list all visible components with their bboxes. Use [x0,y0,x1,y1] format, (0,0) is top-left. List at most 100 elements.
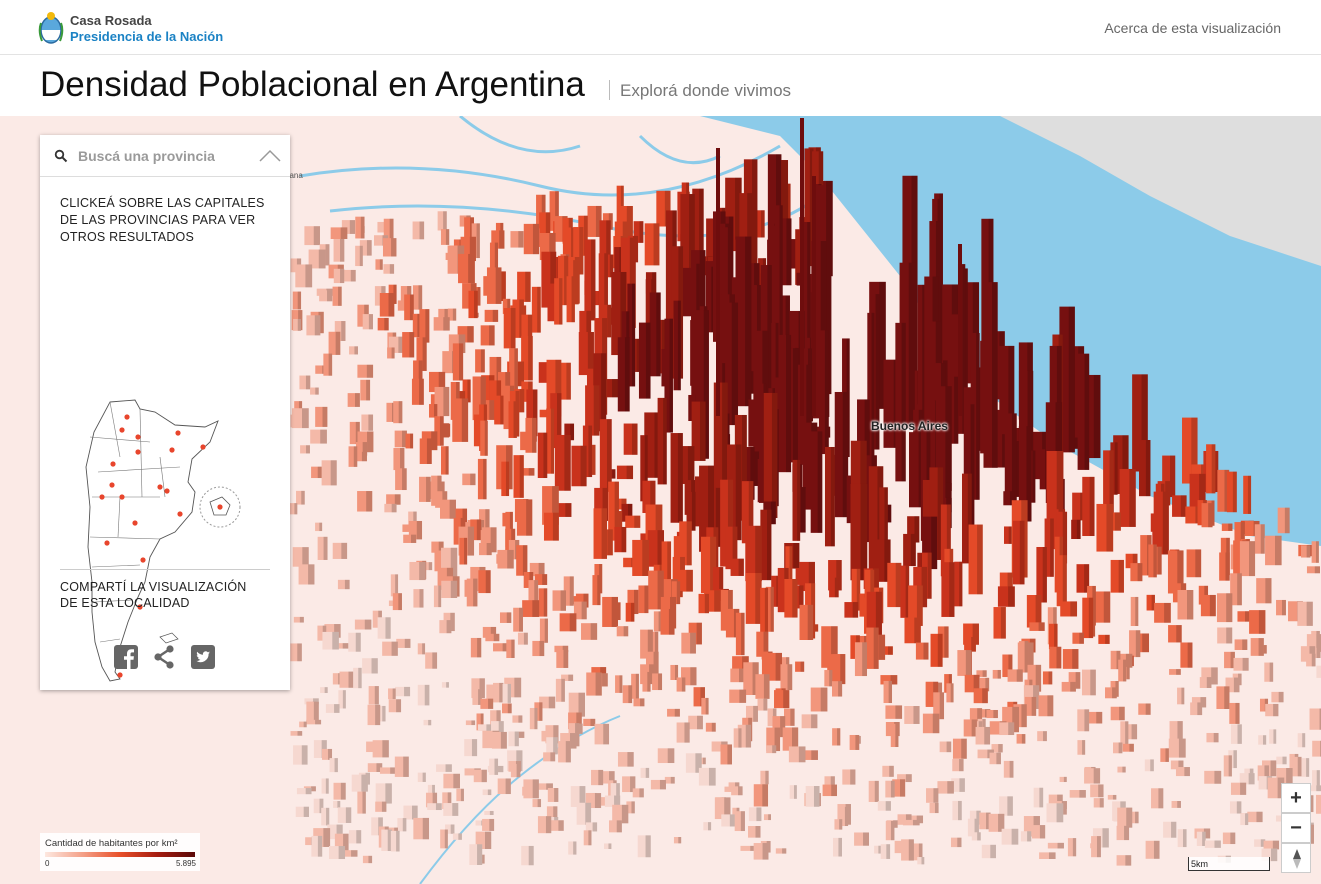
density-bar-shade [1171,821,1177,838]
province-capital-dot[interactable] [119,427,125,433]
density-bar-shade [467,326,474,343]
density-map[interactable] [0,116,1321,884]
density-bar-shade [606,220,611,269]
density-bar [304,226,320,246]
density-bar-shade [1090,669,1096,696]
density-bar-shade [1164,602,1171,623]
density-bar-shade [873,627,879,669]
density-bar-shade [935,221,941,407]
density-bar [900,565,910,618]
facebook-icon[interactable] [114,645,138,669]
density-bar-shade [447,792,452,810]
share-icon[interactable] [152,645,176,669]
argentina-minimap[interactable] [80,397,290,687]
density-bar [951,778,965,792]
province-capital-dot[interactable] [175,430,181,436]
density-bar [462,379,471,403]
province-search-input[interactable] [78,145,248,167]
province-capital-dot[interactable] [124,414,130,420]
density-bar-shade [306,445,310,454]
density-bar [1059,306,1075,453]
density-bar-shade [667,748,675,764]
density-bar-shade [949,562,955,617]
density-bar-shade [360,216,365,239]
compass-button[interactable] [1281,843,1311,873]
density-bar [1120,721,1129,745]
density-bar-shade [1061,801,1067,810]
twitter-icon[interactable] [191,645,215,669]
city-label[interactable]: Buenos Aires [871,419,948,433]
density-bar [543,752,556,762]
province-capital-dot[interactable] [104,540,110,546]
province-capital-dot[interactable] [109,482,115,488]
density-bar [1265,535,1282,566]
density-bar [824,670,833,687]
density-bar-shade [1242,639,1248,650]
province-capital-dot[interactable] [137,604,143,610]
density-bar-shade [1042,546,1047,603]
province-capital-dot[interactable] [119,494,125,500]
province-capital-dot[interactable] [117,672,123,678]
province-capital-dot[interactable] [135,449,141,455]
density-bar-shade [368,314,373,330]
chevron-up-icon[interactable] [258,148,282,164]
density-bar [691,401,706,461]
province-capital-dot[interactable] [164,488,170,494]
density-bar [337,579,350,590]
density-bar-shade [438,541,444,553]
density-bar [922,713,940,734]
density-bar [640,767,650,778]
province-capital-dot[interactable] [169,447,175,453]
density-bar-shade [697,715,703,730]
density-bar-shade [1240,522,1245,550]
density-bar [638,585,649,614]
province-capital-dot[interactable] [110,461,116,467]
map-canvas[interactable]: pana Buenos Aires [0,116,1321,884]
density-bar [459,537,468,565]
province-capital-dot[interactable] [200,444,206,450]
density-bar [1247,811,1263,823]
province-capital-dot[interactable] [135,434,141,440]
uruguay-land [1000,116,1321,266]
province-capital-dot[interactable] [99,494,105,500]
density-bar-shade [1114,512,1121,531]
density-bar [375,783,392,804]
density-bar-shade [478,689,482,705]
coat-of-arms-logo[interactable] [38,11,64,45]
density-bar-shade [895,705,903,719]
zoom-in-button[interactable]: + [1281,783,1311,813]
density-bar-shade [507,703,512,714]
density-bar-shade [708,767,716,786]
search-icon[interactable] [54,149,68,163]
about-link[interactable]: Acerca de esta visualización [1104,20,1281,36]
province-capital-dot[interactable] [157,484,163,490]
density-bar-shade [839,819,843,830]
density-bar-shade [498,721,504,740]
province-capital-dot[interactable] [132,520,138,526]
density-bar-shade [1035,595,1042,628]
zoom-out-button[interactable]: − [1281,813,1311,843]
province-capital-dot[interactable] [140,557,146,563]
density-bar-shade [480,349,485,373]
density-bar-shade [317,466,323,479]
caba-zoom-ring[interactable] [199,486,241,528]
density-bar-shade [653,223,660,266]
density-bar [458,253,475,284]
province-capital-dot[interactable] [177,511,183,517]
caba-capital-dot[interactable] [217,504,223,510]
density-bar-shade [485,509,490,530]
density-bar-shade [961,738,967,759]
argentina-outline[interactable] [85,399,219,682]
density-bar [937,781,954,794]
density-bar-shade [971,719,977,737]
density-bar-shade [729,814,736,827]
density-bar [928,400,940,477]
density-bar-shade [1079,632,1084,644]
density-bar [633,698,645,707]
density-bar-shade [764,587,768,636]
density-bar-shade [593,385,600,436]
density-bar [1265,703,1279,717]
density-bar-shade [1209,594,1216,617]
density-bar [377,617,391,639]
density-bar [598,253,608,334]
